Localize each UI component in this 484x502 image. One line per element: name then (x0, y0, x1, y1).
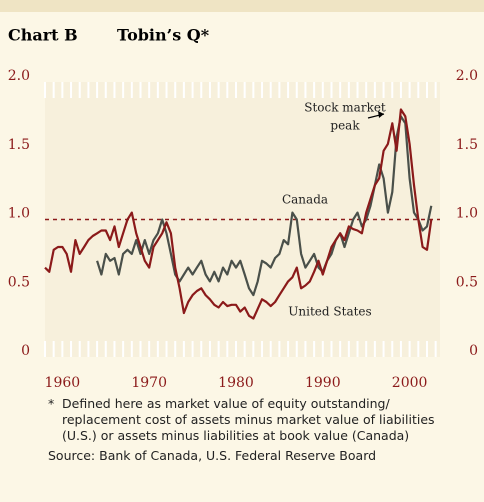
x-tick-label: 2000 (392, 375, 428, 391)
y-tick-label: 0.5 (8, 274, 30, 290)
y-tick-label: 2.0 (8, 68, 30, 84)
x-tick-label: 1970 (131, 375, 167, 391)
y-tick-label: 1.5 (8, 137, 30, 153)
source: Source: Bank of Canada, U.S. Federal Res… (48, 448, 377, 463)
y2-tick-label: 2.0 (456, 68, 478, 84)
x-tick-label: 1960 (45, 375, 81, 391)
y2-tick-label: 1.0 (456, 206, 478, 222)
series-line (96, 115, 433, 297)
chart-title: Tobin’s Q* (117, 26, 210, 45)
y2-tick-label: 1.5 (456, 137, 478, 153)
arrow-head (378, 111, 384, 118)
y-tick-label: 1.0 (8, 206, 30, 222)
annotation: Canada (282, 193, 328, 207)
annotation: peak (330, 119, 360, 133)
annotation: United States (288, 305, 371, 319)
footer: * Defined here as market value of equity … (48, 396, 468, 464)
y2-tick-label: 0 (469, 343, 478, 359)
x-tick-label: 1990 (305, 375, 341, 391)
footnote-marker: * (48, 396, 55, 411)
y-tick-label: 0 (21, 343, 30, 359)
chart-label: Chart B (8, 26, 78, 45)
x-tick-label: 1980 (218, 375, 254, 391)
series-line (44, 108, 433, 320)
y2-tick-label: 0.5 (456, 274, 478, 290)
annotation: Stock market (304, 101, 386, 115)
top-band (0, 0, 484, 12)
footnote-text: Defined here as market value of equity o… (62, 396, 435, 443)
chart: Chart B Tobin’s Q* 1960 1970 1980 1990 2000 0… (0, 0, 484, 391)
footnote: * Defined here as market value of equity … (48, 396, 468, 444)
